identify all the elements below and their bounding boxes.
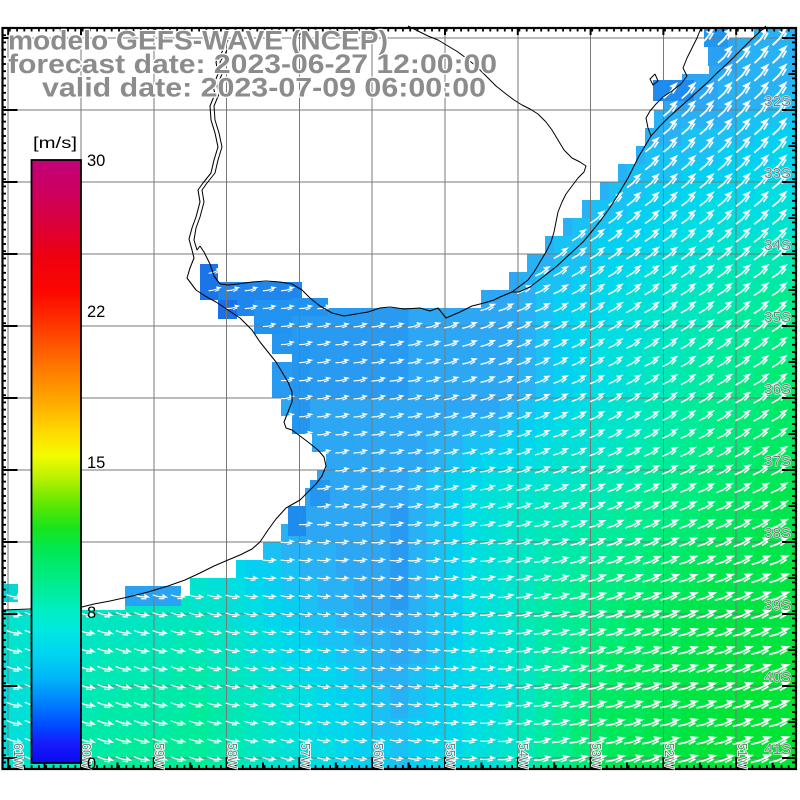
svg-text:61W: 61W — [11, 743, 25, 769]
svg-text:valid date: 2023-07-09 06:00:0: valid date: 2023-07-09 06:00:00 — [42, 73, 486, 103]
svg-text:40S: 40S — [764, 669, 791, 686]
svg-text:15: 15 — [87, 454, 105, 472]
svg-text:22: 22 — [87, 303, 105, 321]
svg-text:59W: 59W — [152, 743, 166, 769]
svg-text:37S: 37S — [764, 453, 791, 470]
svg-text:forecast date: 2023-06-27 12:0: forecast date: 2023-06-27 12:00:00 — [8, 49, 497, 79]
svg-text:55W: 55W — [443, 743, 457, 769]
svg-text:58W: 58W — [225, 743, 239, 769]
svg-text:modelo GEFS-WAVE (NCEP): modelo GEFS-WAVE (NCEP) — [8, 26, 388, 56]
svg-text:60W: 60W — [79, 743, 93, 769]
svg-text:54W: 54W — [516, 743, 530, 769]
svg-text:36S: 36S — [764, 381, 791, 398]
svg-text:39S: 39S — [764, 597, 791, 614]
svg-text:8: 8 — [87, 604, 96, 622]
svg-text:57W: 57W — [298, 743, 312, 769]
svg-text:34S: 34S — [764, 237, 791, 254]
svg-text:0: 0 — [87, 755, 96, 773]
svg-text:38S: 38S — [764, 525, 791, 542]
svg-text:35S: 35S — [764, 309, 791, 326]
svg-text:51W: 51W — [735, 743, 749, 769]
svg-text:53W: 53W — [589, 743, 603, 769]
svg-text:32S: 32S — [764, 93, 791, 110]
svg-text:52W: 52W — [662, 743, 676, 769]
svg-text:[m/s]: [m/s] — [33, 135, 77, 152]
svg-text:56W: 56W — [371, 743, 385, 769]
svg-text:41S: 41S — [764, 741, 791, 758]
svg-text:33S: 33S — [764, 165, 791, 182]
svg-text:30: 30 — [87, 152, 105, 170]
